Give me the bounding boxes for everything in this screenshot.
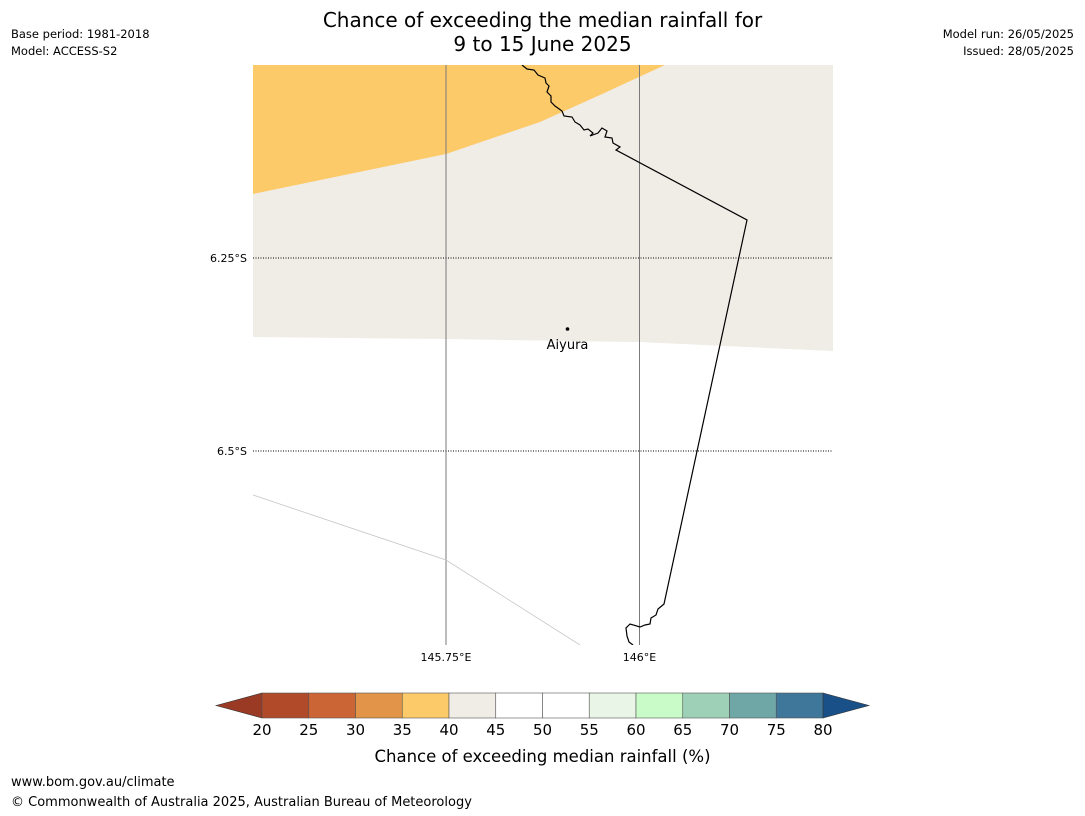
latitude-label-6-5s: 6.5°S [217,445,247,458]
colorbar-bin-65-70 [682,692,730,719]
colorbar-bin-70-75 [729,692,777,719]
base-period-text: Base period: 1981-2018 [11,27,150,41]
colorbar-bin-45-50 [495,692,543,719]
aiyura-label: Aiyura [547,338,589,353]
colorbar-bin-20-25 [261,692,310,719]
title-line-1: Chance of exceeding the median rainfall … [322,8,763,32]
colorbar-extend-above [822,692,871,719]
colorbar-tick-labels: 20 25 30 35 40 45 50 55 60 65 70 75 80 [252,721,832,739]
longitude-label-146e: 146°E [623,651,656,664]
colorbar-tick-65: 65 [673,721,692,739]
map-title: Chance of exceeding the median rainfall … [0,8,1085,56]
colorbar-tick-40: 40 [439,721,458,739]
colorbar-tick-80: 80 [813,721,832,739]
terrain-contour [253,494,581,645]
colorbar-tick-55: 55 [580,721,599,739]
colorbar-bin-30-35 [355,692,403,719]
colorbar-bin-60-65 [635,692,684,719]
colorbar: 20 25 30 35 40 45 50 55 60 65 70 75 80 Chance of exc… [214,692,871,766]
colorbar-bin-50-55 [542,692,590,719]
latitude-label-6-25s: 6.25°S [210,252,247,265]
colorbar-tick-35: 35 [393,721,412,739]
title-line-2: 9 to 15 June 2025 [453,32,632,56]
colorbar-title: Chance of exceeding median rainfall (%) [374,747,710,766]
colorbar-bin-25-30 [308,692,356,719]
region-35-40-percent [253,65,665,194]
longitude-label-145-75e: 145.75°E [421,651,472,664]
colorbar-extend-below [214,692,263,719]
colorbar-bin-40-45 [448,692,497,719]
colorbar-tick-45: 45 [486,721,505,739]
colorbar-tick-30: 30 [346,721,365,739]
issued-text: Issued: 28/05/2025 [963,44,1074,58]
colorbar-bin-55-60 [588,692,637,719]
colorbar-tick-75: 75 [767,721,786,739]
website-text: www.bom.gov.au/climate [11,775,175,790]
colorbar-tick-20: 20 [252,721,271,739]
colorbar-tick-70: 70 [720,721,739,739]
colorbar-bin-75-80 [775,692,824,719]
colorbar-bin-35-40 [401,692,450,719]
aiyura-marker [565,327,570,331]
colorbar-tick-60: 60 [626,721,645,739]
colorbar-bins [261,692,824,719]
model-text: Model: ACCESS-S2 [11,44,118,58]
copyright-text: © Commonwealth of Australia 2025, Austra… [11,795,472,810]
map-panel: Aiyura [253,65,833,645]
colorbar-tick-50: 50 [533,721,552,739]
info-right: Model run: 26/05/2025 Issued: 28/05/2025 [943,26,1074,60]
model-run-text: Model run: 26/05/2025 [942,27,1074,41]
info-left: Base period: 1981-2018 Model: ACCESS-S2 [11,26,150,60]
province-boundary [521,65,748,645]
colorbar-tick-25: 25 [299,721,318,739]
